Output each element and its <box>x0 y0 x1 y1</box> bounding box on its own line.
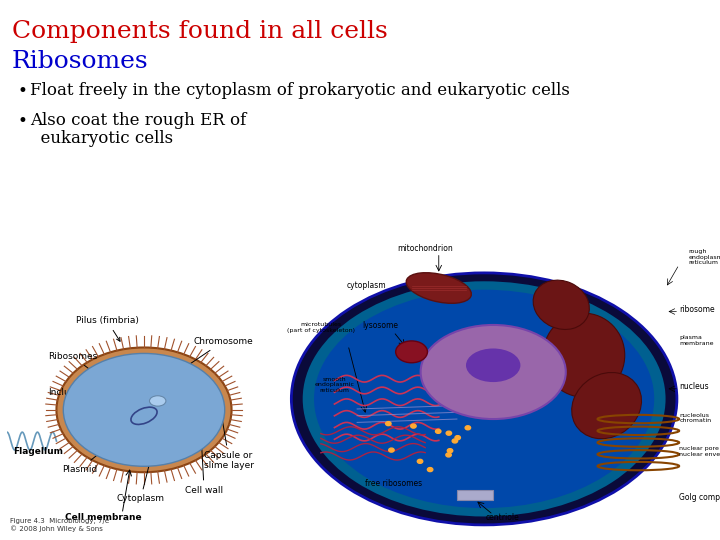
Text: Components found in all cells: Components found in all cells <box>12 20 388 43</box>
Text: cytoplasm: cytoplasm <box>346 281 386 290</box>
Circle shape <box>389 448 394 452</box>
Text: nuclear pore
nuclear envelope: nuclear pore nuclear envelope <box>679 446 720 457</box>
Circle shape <box>428 468 433 471</box>
Text: Golg complex: Golg complex <box>679 492 720 502</box>
Text: rough
endoplasmic
reticulum: rough endoplasmic reticulum <box>688 249 720 266</box>
Text: free ribosomes: free ribosomes <box>365 479 422 488</box>
Circle shape <box>465 426 471 430</box>
Text: Flagellum: Flagellum <box>13 447 63 456</box>
Text: Also coat the rough ER of: Also coat the rough ER of <box>30 112 246 129</box>
Circle shape <box>455 436 460 440</box>
Circle shape <box>447 449 453 453</box>
Text: lysosome: lysosome <box>362 321 397 330</box>
Text: microtubules
(part of cytoskeleton): microtubules (part of cytoskeleton) <box>287 322 355 333</box>
Ellipse shape <box>292 273 677 525</box>
Text: mitochondrion: mitochondrion <box>397 244 453 253</box>
Text: Cell membrane: Cell membrane <box>65 513 141 522</box>
Circle shape <box>436 429 441 433</box>
Ellipse shape <box>56 348 232 472</box>
Bar <box>457 490 493 500</box>
Text: Cell wall: Cell wall <box>185 396 223 495</box>
Text: nucleolus
chromatin: nucleolus chromatin <box>679 413 711 423</box>
Ellipse shape <box>63 353 225 466</box>
Text: Plasmid: Plasmid <box>62 424 135 474</box>
Text: nucleus: nucleus <box>679 382 708 391</box>
Ellipse shape <box>466 348 521 382</box>
Ellipse shape <box>406 273 472 303</box>
Ellipse shape <box>572 373 642 438</box>
Ellipse shape <box>533 280 590 329</box>
Circle shape <box>410 424 416 428</box>
Circle shape <box>386 422 391 426</box>
Text: Inclusion: Inclusion <box>48 388 154 402</box>
Circle shape <box>452 439 458 443</box>
Ellipse shape <box>150 396 166 406</box>
Circle shape <box>446 453 451 457</box>
Text: Pilus (fimbria): Pilus (fimbria) <box>76 316 138 341</box>
Text: eukaryotic cells: eukaryotic cells <box>30 130 173 147</box>
Text: Capsule or
slime layer: Capsule or slime layer <box>204 414 254 470</box>
Ellipse shape <box>396 341 428 363</box>
Text: •: • <box>18 112 28 130</box>
Text: Float freely in the cytoplasm of prokaryotic and eukaryotic cells: Float freely in the cytoplasm of prokary… <box>30 82 570 99</box>
Text: Ribosomes: Ribosomes <box>48 352 108 384</box>
Text: Ribosomes: Ribosomes <box>12 50 148 73</box>
Text: Chromosome: Chromosome <box>169 337 253 378</box>
Circle shape <box>418 460 423 463</box>
Ellipse shape <box>302 281 665 516</box>
Ellipse shape <box>543 313 625 397</box>
Text: •: • <box>18 82 28 100</box>
Ellipse shape <box>314 289 654 508</box>
Text: ribosome: ribosome <box>679 305 715 314</box>
Text: Figure 4.3  Microbiology, 7/e
© 2008 John Wiley & Sons: Figure 4.3 Microbiology, 7/e © 2008 John… <box>10 518 109 531</box>
Circle shape <box>446 431 451 435</box>
Text: centriole: centriole <box>485 513 519 522</box>
Text: plasma
membrane: plasma membrane <box>679 335 714 346</box>
Text: smooth
endoplasmic
reticulum: smooth endoplasmic reticulum <box>315 376 354 393</box>
Ellipse shape <box>420 325 566 419</box>
Text: Cytoplasm: Cytoplasm <box>117 434 165 503</box>
